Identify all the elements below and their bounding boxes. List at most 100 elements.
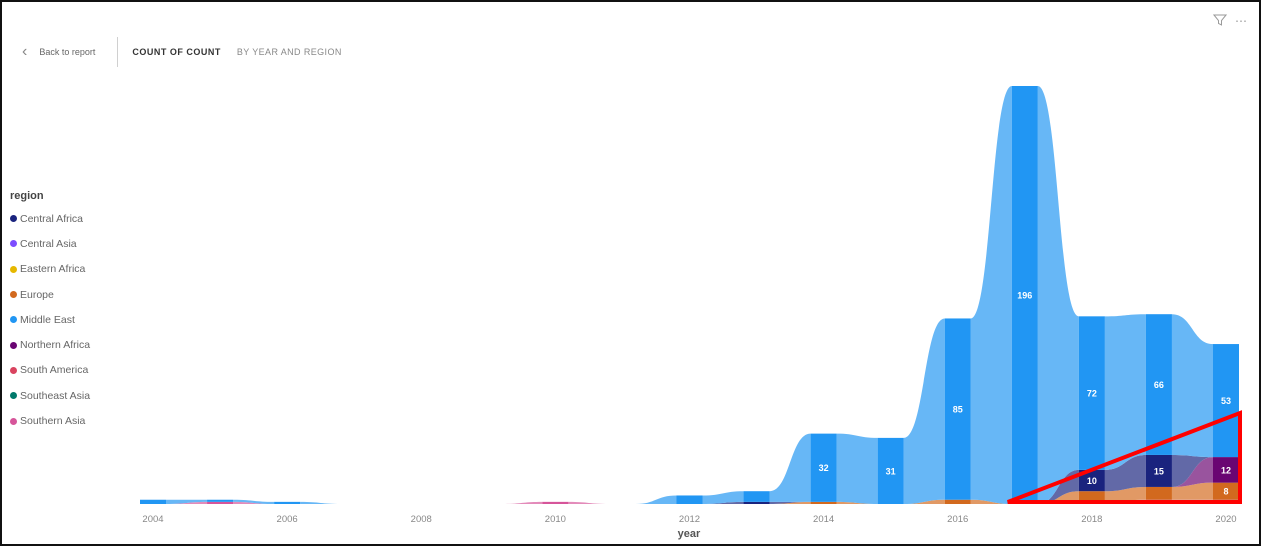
legend-item-central-asia[interactable]: Central Asia	[10, 231, 90, 256]
visual-subtitle: BY YEAR AND REGION	[236, 47, 342, 57]
bar-europe-2014	[810, 501, 837, 504]
ribbon-central-africa-2018	[1104, 454, 1146, 492]
bar-middle-east-2016	[944, 318, 971, 500]
bar-middle-east-2020	[1213, 344, 1239, 458]
x-axis-title: year	[677, 528, 701, 540]
legend-item-south-america[interactable]: South America	[10, 358, 90, 383]
data-label: 10	[1087, 476, 1097, 486]
ribbon-middle-east-2012	[702, 491, 744, 504]
ribbon-middle-east-2018	[1104, 314, 1146, 470]
legend-label: Eastern Africa	[20, 263, 86, 276]
filter-icon[interactable]	[1212, 14, 1228, 29]
back-to-report-label: Back to report	[39, 47, 96, 57]
bar-middle-east-2006	[274, 501, 301, 504]
ribbon-middle-east-2016	[970, 86, 1012, 504]
legend-label: Middle East	[20, 313, 75, 326]
header-divider	[117, 37, 119, 67]
bar-europe-2019	[1145, 486, 1172, 500]
legend-label: South America	[20, 364, 89, 377]
visual-toolbar: ⋯	[1212, 14, 1247, 29]
x-tick-label: 2016	[947, 514, 968, 525]
legend-marker	[10, 316, 17, 324]
x-tick-label: 2010	[545, 514, 566, 525]
ribbon-southern-asia-2010	[568, 501, 610, 504]
bar-central-africa-2019	[1145, 454, 1172, 487]
bar-middle-east-2013	[743, 491, 770, 502]
legend-label: Europe	[20, 288, 54, 301]
legend-item-northern-africa[interactable]: Northern Africa	[10, 332, 90, 357]
legend-marker	[10, 417, 17, 425]
bar-central-africa-2018	[1078, 469, 1105, 492]
x-tick-label: 2008	[411, 514, 432, 525]
highlight-triangle	[1007, 410, 1242, 504]
x-tick-label: 2004	[142, 514, 163, 525]
legend-item-eastern-africa[interactable]: Eastern Africa	[10, 257, 90, 282]
bar-middle-east-2019	[1145, 314, 1172, 455]
ribbon-middle-east-2015	[903, 318, 945, 504]
legend-marker	[10, 291, 17, 299]
more-options-icon[interactable]: ⋯	[1235, 14, 1247, 28]
data-label: 53	[1221, 396, 1231, 406]
x-tick-label: 2006	[277, 514, 298, 525]
ribbon-europe-2018	[1104, 486, 1146, 502]
legend-marker	[10, 392, 17, 400]
ribbon-middle-east-2005	[233, 499, 275, 504]
legend-item-central-africa[interactable]: Central Africa	[10, 206, 90, 231]
bar-europe-2016	[944, 499, 971, 504]
chart-legend: region Central Africa Central Asia Eastern…	[10, 190, 90, 434]
bar-middle-east-2018	[1078, 316, 1105, 470]
bar-central-africa-2013	[743, 501, 770, 504]
data-label: 15	[1154, 466, 1164, 476]
ribbon-middle-east-2017	[1037, 86, 1079, 504]
ribbon-middle-east-2014	[836, 433, 878, 504]
data-label: 32	[819, 463, 829, 473]
visual-title: COUNT OF COUNT	[132, 47, 221, 57]
bar-middle-east-2014	[810, 433, 837, 502]
ribbon-central-africa-2013	[769, 501, 811, 504]
bar-middle-east-2012	[676, 495, 703, 504]
legend-item-middle-east[interactable]: Middle East	[10, 307, 90, 332]
legend-label: Central Asia	[20, 237, 77, 250]
bar-northern-africa-2020	[1213, 457, 1239, 483]
ribbon-middle-east-2006	[300, 501, 342, 504]
bar-middle-east-2015	[877, 437, 904, 504]
data-label: 66	[1154, 380, 1164, 390]
legend-item-europe[interactable]: Europe	[10, 282, 90, 307]
legend-marker	[10, 366, 17, 374]
legend-item-southern-asia[interactable]: Southern Asia	[10, 408, 90, 433]
ribbon-middle-east-2011	[635, 495, 677, 504]
bar-middle-east-2005	[207, 499, 234, 502]
legend-label: Central Africa	[20, 212, 84, 225]
back-to-report-link[interactable]: ‹ Back to report	[22, 44, 95, 60]
legend-item-southeast-asia[interactable]: Southeast Asia	[10, 383, 90, 408]
legend-label: Northern Africa	[20, 339, 91, 352]
data-label: 85	[953, 405, 963, 415]
ribbon-middle-east-2019	[1171, 314, 1213, 458]
ribbon-europe-2019	[1171, 482, 1213, 500]
visual-header: ‹ Back to report COUNT OF COUNT BY YEAR …	[22, 36, 342, 68]
bar-europe-2020	[1213, 482, 1239, 500]
x-tick-label: 2018	[1081, 514, 1102, 525]
data-label: 8	[1223, 487, 1228, 497]
bar-southern-asia-2010	[542, 501, 569, 504]
legend-label: Southeast Asia	[20, 389, 91, 402]
bar-southern-asia-2005	[207, 501, 234, 504]
legend-marker	[10, 341, 17, 349]
ribbon-southern-asia-2009	[501, 501, 543, 504]
chevron-left-icon: ‹	[22, 43, 28, 60]
x-tick-label: 2014	[813, 514, 834, 525]
data-label: 72	[1087, 389, 1097, 399]
data-label: 31	[886, 466, 896, 476]
legend-marker	[10, 265, 17, 273]
data-label: 196	[1017, 291, 1032, 301]
x-tick-label: 2020	[1215, 514, 1236, 525]
ribbon-middle-east-2004	[166, 499, 208, 504]
ribbon-central-africa-2019	[1171, 454, 1213, 487]
legend-marker	[10, 215, 17, 223]
bar-middle-east-2004	[140, 499, 166, 504]
bar-middle-east-2017	[1011, 86, 1038, 504]
ribbon-middle-east-2013	[769, 433, 811, 502]
bar-europe-2018	[1078, 491, 1105, 502]
